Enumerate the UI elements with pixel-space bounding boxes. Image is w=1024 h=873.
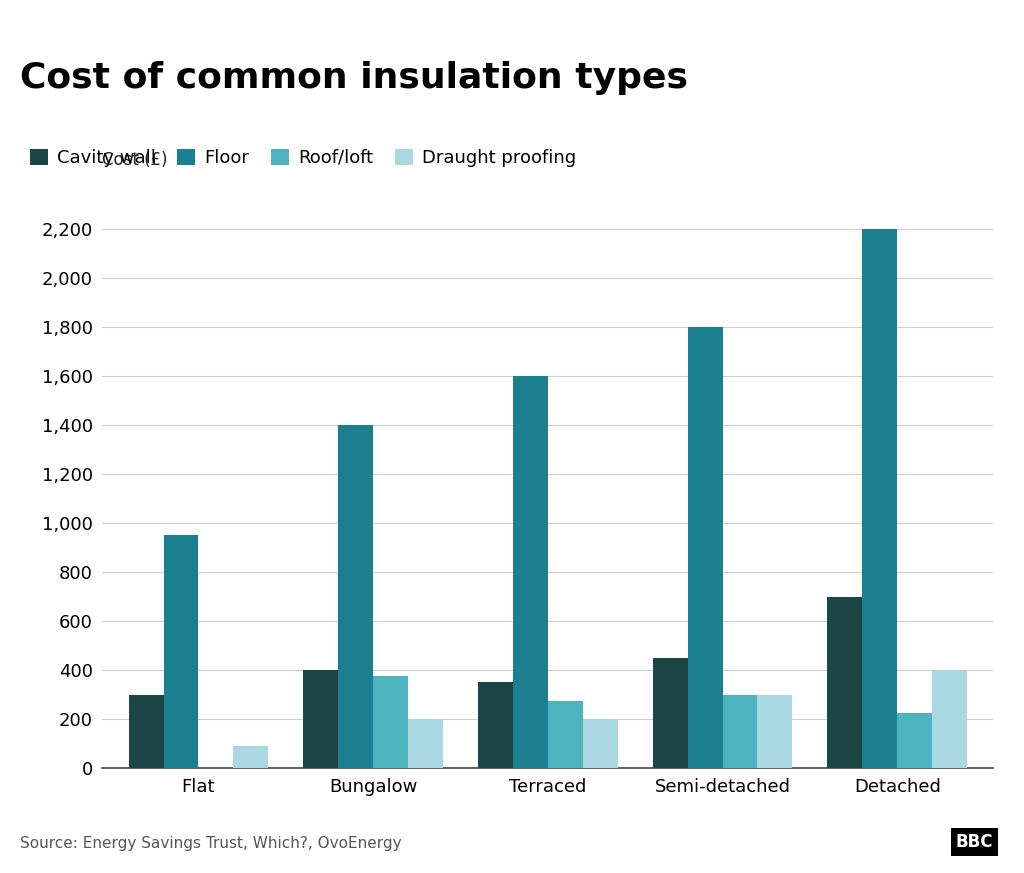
Bar xyxy=(583,719,617,768)
Bar xyxy=(827,596,862,768)
Bar xyxy=(478,683,513,768)
Bar xyxy=(723,695,758,768)
Text: BBC: BBC xyxy=(955,833,993,851)
Text: Cost (£): Cost (£) xyxy=(102,151,168,169)
Bar xyxy=(513,376,548,768)
Bar xyxy=(758,695,793,768)
Bar xyxy=(373,677,409,768)
Bar xyxy=(548,701,583,768)
Bar xyxy=(862,229,897,768)
Text: Source: Energy Savings Trust, Which?, OvoEnergy: Source: Energy Savings Trust, Which?, Ov… xyxy=(20,836,402,851)
Bar xyxy=(897,713,932,768)
Bar xyxy=(687,327,723,768)
Bar xyxy=(303,670,338,768)
Bar xyxy=(932,670,967,768)
Legend: Cavity wall, Floor, Roof/loft, Draught proofing: Cavity wall, Floor, Roof/loft, Draught p… xyxy=(30,148,575,167)
Bar xyxy=(233,746,268,768)
Bar xyxy=(652,658,687,768)
Bar xyxy=(164,535,199,768)
Text: Cost of common insulation types: Cost of common insulation types xyxy=(20,61,688,95)
Bar xyxy=(129,695,164,768)
Bar xyxy=(338,425,373,768)
Bar xyxy=(409,719,443,768)
